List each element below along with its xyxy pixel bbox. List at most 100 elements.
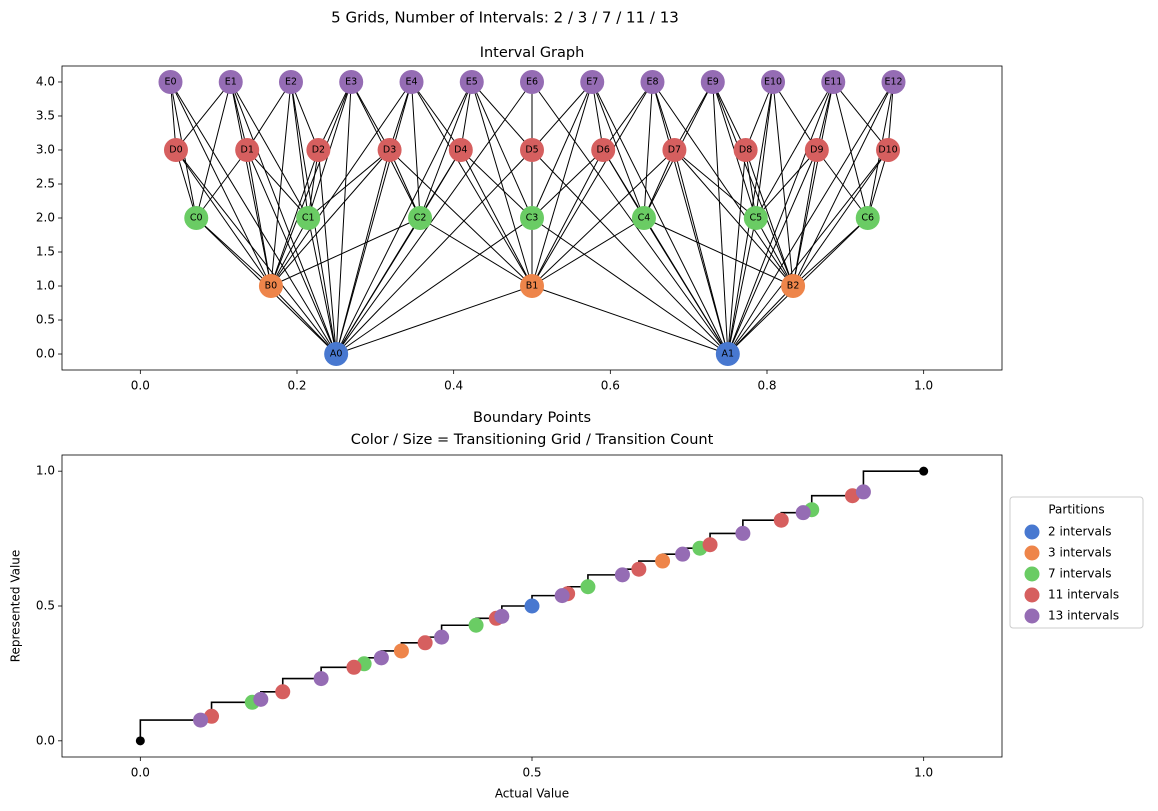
- edge: [727, 285, 794, 355]
- node: [821, 69, 846, 94]
- point: [855, 484, 871, 500]
- edge: [772, 81, 818, 151]
- node-label: E5: [466, 76, 478, 87]
- node-label: D7: [668, 144, 681, 155]
- edge: [389, 149, 533, 287]
- edge: [755, 217, 794, 287]
- edge: [531, 81, 653, 287]
- edge: [832, 81, 889, 151]
- edge: [674, 149, 757, 219]
- node-label: B0: [265, 281, 278, 292]
- endpoint: [919, 466, 929, 476]
- node-label: C0: [190, 213, 203, 224]
- edge: [471, 81, 533, 219]
- point: [275, 684, 291, 700]
- node-label: E2: [285, 76, 297, 87]
- edge: [270, 149, 319, 287]
- y-tick-label: 0.5: [36, 599, 55, 613]
- node-label: C2: [414, 213, 427, 224]
- node: [296, 206, 321, 230]
- node-label: E8: [646, 76, 658, 87]
- y-tick-label: 0.5: [36, 313, 55, 327]
- point: [468, 617, 484, 633]
- y-tick-label: 0.0: [36, 347, 55, 361]
- legend-label: 2 intervals: [1048, 525, 1111, 539]
- edge: [591, 81, 645, 219]
- node: [339, 69, 364, 94]
- edge: [712, 81, 747, 151]
- node-label: D5: [525, 144, 538, 155]
- node: [399, 69, 424, 94]
- edge: [531, 81, 593, 151]
- edge: [792, 81, 894, 287]
- legend: Partitions 2 intervals 3 intervals 7 interv…: [1009, 496, 1144, 629]
- edge: [531, 149, 675, 287]
- node: [781, 274, 806, 299]
- edge: [419, 149, 462, 219]
- x-tick-label: 0.8: [757, 379, 776, 393]
- point: [346, 659, 362, 675]
- x-axis-label: Actual Value: [495, 787, 569, 801]
- node: [520, 206, 544, 230]
- node: [580, 69, 605, 94]
- edge: [335, 217, 533, 355]
- edge: [745, 149, 794, 287]
- edge: [170, 81, 337, 355]
- edge: [816, 149, 869, 219]
- edge: [317, 149, 337, 355]
- edge: [591, 81, 729, 355]
- edge: [195, 149, 248, 219]
- edge: [531, 149, 729, 355]
- legend-label: 13 intervals: [1048, 609, 1119, 623]
- edge: [602, 81, 653, 151]
- edge: [419, 217, 533, 287]
- node-label: D10: [878, 144, 897, 155]
- point: [494, 608, 510, 624]
- x-tick-label: 0.0: [131, 379, 150, 393]
- point: [795, 505, 811, 521]
- node: [324, 342, 349, 367]
- x-tick-label: 0.2: [287, 379, 306, 393]
- chart-title: Interval Graph: [480, 45, 585, 61]
- node-label: D0: [169, 144, 182, 155]
- node: [163, 137, 188, 162]
- legend-title: Partitions: [1048, 503, 1104, 517]
- node-label: B2: [787, 281, 800, 292]
- node: [881, 69, 906, 94]
- edge: [317, 81, 352, 151]
- node-label: E4: [405, 76, 417, 87]
- edge: [419, 81, 473, 219]
- node: [761, 69, 786, 94]
- legend-label: 7 intervals: [1048, 567, 1111, 581]
- node-label: A0: [330, 349, 343, 360]
- legend-marker: [1024, 587, 1040, 603]
- edge: [270, 81, 412, 287]
- point: [554, 588, 570, 604]
- edge: [350, 81, 391, 151]
- plot-frame: [61, 65, 1003, 371]
- edge: [651, 81, 729, 355]
- edge: [411, 81, 462, 151]
- edge: [270, 81, 352, 287]
- node-label: E3: [345, 76, 357, 87]
- point: [393, 643, 409, 659]
- node: [640, 69, 665, 94]
- edge: [335, 149, 533, 355]
- edge: [335, 81, 352, 355]
- legend-marker: [1024, 566, 1040, 582]
- edge: [411, 81, 533, 287]
- node: [258, 274, 283, 299]
- point: [580, 579, 596, 595]
- edge: [602, 149, 645, 219]
- node-label: D9: [810, 144, 823, 155]
- y-tick-label: 2.5: [36, 176, 55, 190]
- edge: [643, 149, 675, 219]
- edge: [246, 149, 337, 355]
- edge: [335, 81, 533, 355]
- y-tick-label: 4.0: [36, 74, 55, 88]
- node: [591, 137, 616, 162]
- node: [715, 342, 740, 367]
- edge: [335, 81, 473, 355]
